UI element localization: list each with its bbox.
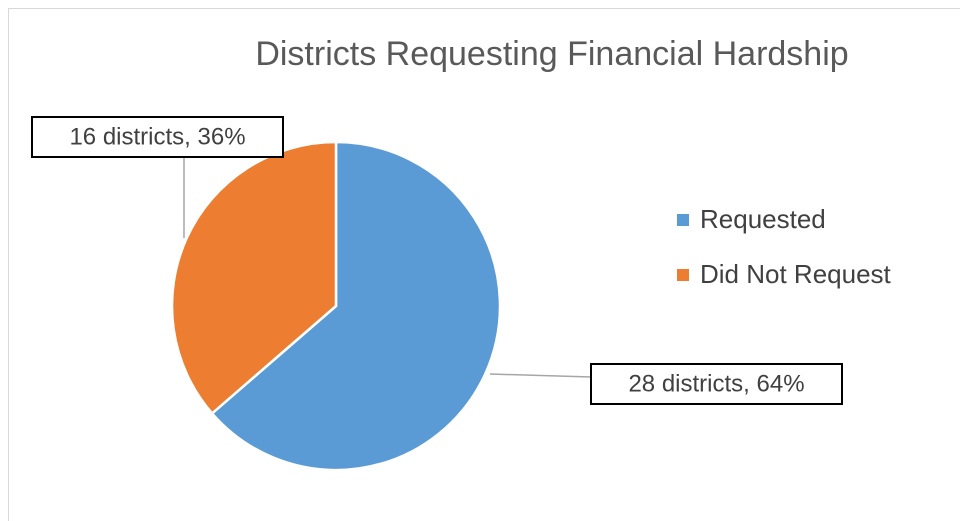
legend-label: Requested (700, 204, 826, 234)
data-label: 28 districts, 64% (628, 370, 804, 397)
pie-slice (210, 140, 502, 472)
legend-label: Did Not Request (700, 259, 892, 289)
data-label-box (31, 116, 284, 158)
leader-line (489, 373, 592, 378)
data-label: 16 districts, 36% (69, 123, 245, 150)
chart-title: Districts Requesting Financial Hardship (255, 35, 848, 73)
data-label-box (590, 363, 843, 405)
pie-slice (170, 140, 338, 416)
legend-swatch (677, 269, 689, 281)
legend-swatch (677, 214, 689, 226)
